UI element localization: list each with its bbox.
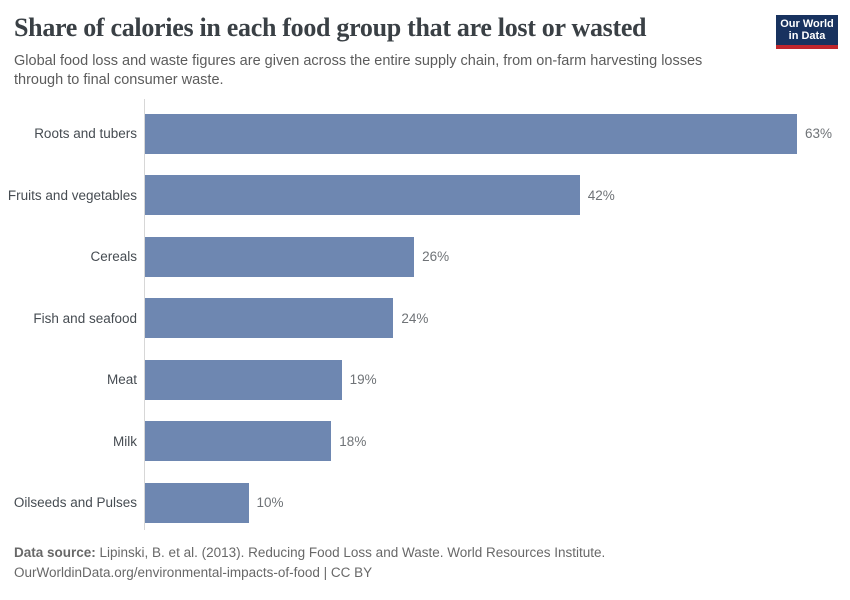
bar-roots-and-tubers[interactable] — [145, 113, 797, 154]
category-label: Fish and seafood — [33, 310, 137, 326]
page-title: Share of calories in each food group tha… — [14, 13, 647, 42]
category-label: Roots and tubers — [34, 126, 137, 141]
value-label: 18% — [339, 433, 367, 449]
chart-footer: Data source: Lipinski, B. et al. (2013).… — [14, 543, 814, 583]
license-line: OurWorldinData.org/environmental-impacts… — [14, 565, 373, 580]
chart-row: Fruits and vegetables 42% — [0, 175, 850, 215]
bar-fruits-and-vegetables[interactable] — [145, 175, 580, 215]
chart-row: Milk 18% — [0, 421, 850, 461]
data-source-label: Data source: — [14, 545, 96, 560]
owid-logo: Our World in Data — [776, 15, 838, 49]
category-label: Milk — [113, 433, 137, 449]
chart-row: Oilseeds and Pulses 10% — [0, 482, 850, 523]
owid-logo-line1: Our World — [780, 18, 834, 30]
data-source-text: Lipinski, B. et al. (2013). Reducing Foo… — [95, 545, 606, 560]
bar-milk[interactable] — [145, 421, 332, 461]
chart-subtitle: Global food loss and waste figures are g… — [14, 53, 703, 88]
bar-fish-and-seafood[interactable] — [145, 298, 394, 338]
category-label: Oilseeds and Pulses — [13, 495, 137, 510]
value-label: 63% — [805, 126, 833, 141]
bar-meat[interactable] — [145, 359, 342, 400]
chart-row: Fish and seafood 24% — [0, 298, 850, 338]
category-label: Meat — [106, 372, 137, 387]
bar-cereals[interactable] — [145, 236, 415, 277]
value-label: 24% — [401, 310, 429, 326]
value-label: 10% — [256, 495, 284, 510]
value-label: 19% — [349, 372, 377, 387]
bar-oilseeds-and-pulses[interactable] — [145, 482, 249, 523]
data-source-line: Data source: Lipinski, B. et al. (2013).… — [14, 543, 814, 563]
category-label: Cereals — [90, 249, 137, 264]
category-label: Fruits and vegetables — [7, 187, 137, 203]
y-axis-line — [144, 99, 145, 530]
bar-chart: Roots and tubers 63% Fruits and vegetables… — [0, 99, 850, 530]
chart-row: Meat 19% — [0, 359, 850, 400]
chart-row: Roots and tubers 63% — [0, 113, 850, 154]
chart-row: Cereals 26% — [0, 236, 850, 277]
owid-logo-line2: in Data — [788, 30, 826, 42]
value-label: 26% — [422, 249, 450, 264]
value-label: 42% — [587, 187, 615, 203]
